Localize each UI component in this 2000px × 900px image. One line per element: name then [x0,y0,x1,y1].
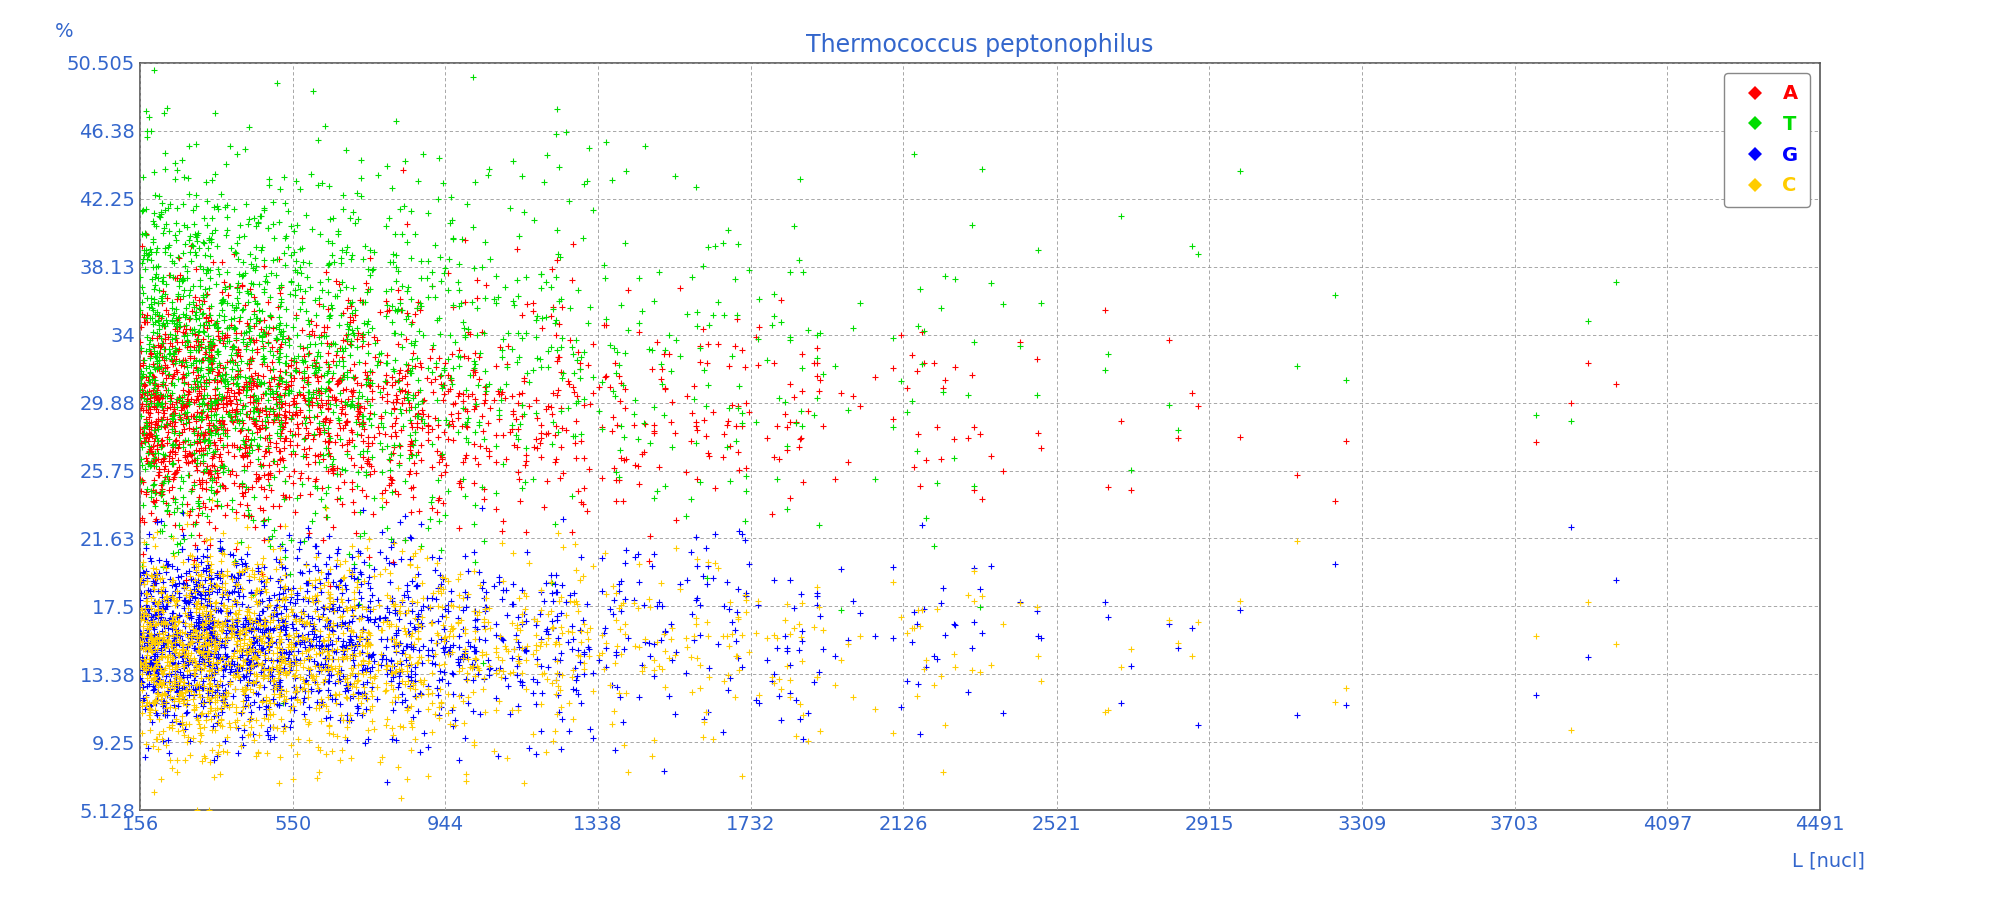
X-axis label: L [nucl]: L [nucl] [1792,851,1864,870]
Title: Thermococcus peptonophilus: Thermococcus peptonophilus [806,33,1154,57]
Y-axis label: %: % [56,22,74,40]
Legend: A, T, G, C: A, T, G, C [1724,73,1810,207]
